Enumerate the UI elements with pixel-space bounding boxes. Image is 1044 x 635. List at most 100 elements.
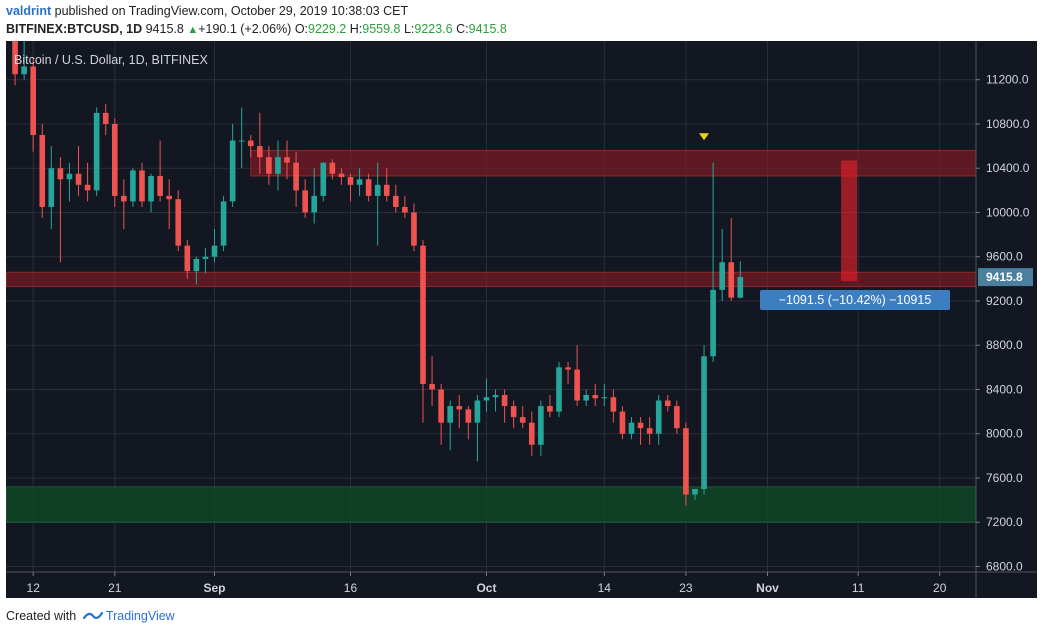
x-tick-label: 20 bbox=[933, 581, 947, 595]
axes: 6800.0 7200.0 7600.0 8000.0 8400.0 8800.0 9200… bbox=[6, 41, 1037, 598]
candle-body bbox=[48, 168, 55, 207]
chart-title: Bitcoin / U.S. Dollar, 1D, BITFINEX bbox=[14, 53, 208, 67]
candle-body bbox=[238, 140, 245, 142]
x-tick-label: 14 bbox=[598, 581, 612, 595]
candlestick-series bbox=[12, 41, 744, 506]
tradingview-link[interactable]: TradingView bbox=[105, 609, 175, 623]
candle-body bbox=[293, 162, 299, 191]
resistance-zone bbox=[6, 271, 977, 288]
y-tick-label: 7200.0 bbox=[986, 515, 1023, 529]
support-zone bbox=[6, 486, 977, 523]
candle-body bbox=[184, 245, 191, 272]
y-tick-label: 9600.0 bbox=[986, 250, 1023, 264]
candle-body bbox=[111, 123, 118, 196]
candle-body bbox=[130, 170, 136, 202]
candle-body bbox=[420, 245, 426, 384]
measure-tool[interactable]: −1091.5 (−10.42%) −10915 bbox=[760, 160, 950, 310]
candle-body bbox=[637, 422, 644, 429]
author-name[interactable]: valdrint bbox=[6, 4, 52, 18]
candle-body bbox=[538, 406, 544, 445]
y-tick-label: 10400.0 bbox=[986, 161, 1030, 175]
tradingview-logo-icon bbox=[82, 611, 103, 620]
low-value: 9223.6 bbox=[414, 22, 453, 36]
candle-body bbox=[628, 422, 635, 434]
price-chart[interactable]: −1091.5 (−10.42%) −10915 6800.0 7200.0 760… bbox=[6, 41, 1037, 598]
candle-body bbox=[547, 406, 553, 412]
up-arrow-icon: ▲ bbox=[187, 24, 199, 36]
y-tick-label: 11200.0 bbox=[986, 73, 1029, 87]
candle-body bbox=[139, 170, 145, 202]
x-tick-label: 12 bbox=[27, 581, 41, 595]
x-tick-label: 16 bbox=[344, 581, 358, 595]
candle-body bbox=[320, 162, 327, 196]
ohlc-bar: BITFINEX:BTCUSD, 1D 9415.8 ▲+190.1 (+2.0… bbox=[6, 22, 507, 36]
candle-body bbox=[247, 140, 254, 147]
candle-body bbox=[175, 199, 182, 246]
candle-body bbox=[93, 112, 100, 191]
created-with-text: Created with bbox=[6, 609, 77, 623]
candle-body bbox=[565, 367, 571, 370]
candle-body bbox=[365, 179, 372, 196]
x-tick-label: 21 bbox=[108, 581, 122, 595]
y-tick-label: 10000.0 bbox=[986, 205, 1030, 219]
measure-label: −1091.5 (−10.42%) −10915 bbox=[779, 293, 932, 307]
candle-body bbox=[737, 277, 744, 298]
y-tick-label: 6800.0 bbox=[986, 559, 1023, 573]
candle-body bbox=[12, 41, 18, 75]
candle-body bbox=[57, 168, 64, 180]
candle-body bbox=[592, 395, 599, 399]
x-tick-label: Sep bbox=[203, 581, 225, 595]
candle-body bbox=[148, 175, 154, 202]
candle-body bbox=[719, 262, 725, 290]
candle-body bbox=[710, 289, 716, 357]
candle-body bbox=[211, 245, 218, 257]
candle-body bbox=[483, 397, 490, 401]
candle-body bbox=[701, 356, 707, 490]
candle-body bbox=[574, 369, 580, 401]
last-price: 9415.8 bbox=[145, 22, 184, 36]
candle-body bbox=[556, 367, 562, 412]
candle-body bbox=[510, 406, 517, 418]
candle-body bbox=[257, 146, 263, 158]
price-change: +190.1 (+2.06%) bbox=[198, 22, 292, 36]
candle-body bbox=[220, 201, 227, 246]
open-label: O: bbox=[294, 22, 309, 36]
candle-body bbox=[374, 184, 381, 196]
candle-body bbox=[492, 395, 499, 398]
candle-body bbox=[393, 195, 399, 207]
high-value: 9559.8 bbox=[362, 22, 401, 36]
published-text: published on TradingView.com, October 29… bbox=[54, 4, 409, 18]
current-price-label: 9415.8 bbox=[986, 270, 1023, 284]
low-label: L: bbox=[403, 22, 415, 36]
candle-body bbox=[655, 400, 662, 434]
candle-body bbox=[66, 173, 73, 180]
measure-label-box bbox=[760, 289, 950, 310]
measure-range-bar bbox=[841, 160, 858, 282]
candle-body bbox=[610, 397, 617, 412]
candle-body bbox=[501, 395, 508, 407]
x-tick-label: 11 bbox=[852, 581, 865, 595]
published-line: valdrint published on TradingView.com, O… bbox=[6, 4, 408, 18]
candle-body bbox=[193, 258, 200, 272]
candle-body bbox=[528, 422, 535, 445]
candle-body bbox=[438, 389, 444, 423]
candle-body bbox=[338, 173, 345, 178]
candle-body bbox=[465, 409, 472, 423]
candle-body bbox=[356, 179, 363, 185]
x-tick-label: Nov bbox=[756, 581, 779, 595]
candle-body bbox=[229, 140, 236, 202]
candle-body bbox=[402, 206, 408, 213]
candle-body bbox=[102, 112, 109, 124]
candle-body bbox=[311, 195, 318, 213]
symbol-label[interactable]: BITFINEX:BTCUSD, 1D bbox=[6, 22, 143, 36]
current-price-badge bbox=[978, 268, 1033, 287]
candle-body bbox=[601, 397, 608, 399]
candle-body bbox=[519, 417, 526, 423]
candle-body bbox=[347, 177, 354, 185]
candle-body bbox=[474, 400, 481, 423]
close-label: C: bbox=[456, 22, 469, 36]
candle-body bbox=[266, 157, 272, 174]
candle-body bbox=[383, 184, 390, 196]
candle-body bbox=[166, 195, 172, 200]
y-tick-label: 8800.0 bbox=[986, 338, 1023, 352]
